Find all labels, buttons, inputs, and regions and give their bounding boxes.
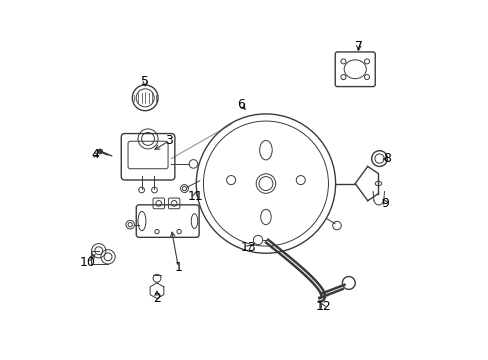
Circle shape [98, 149, 102, 154]
Text: 6: 6 [237, 99, 244, 112]
Text: 5: 5 [141, 75, 149, 88]
Text: 2: 2 [153, 292, 161, 305]
Text: 10: 10 [80, 256, 96, 269]
Text: 8: 8 [383, 152, 390, 165]
Text: 11: 11 [187, 190, 203, 203]
Text: 9: 9 [381, 197, 389, 210]
Text: 1: 1 [174, 261, 182, 274]
Text: 4: 4 [91, 148, 99, 162]
Text: 3: 3 [165, 134, 173, 147]
Text: 13: 13 [241, 240, 256, 254]
Text: 12: 12 [315, 300, 330, 313]
Text: 7: 7 [354, 40, 362, 53]
